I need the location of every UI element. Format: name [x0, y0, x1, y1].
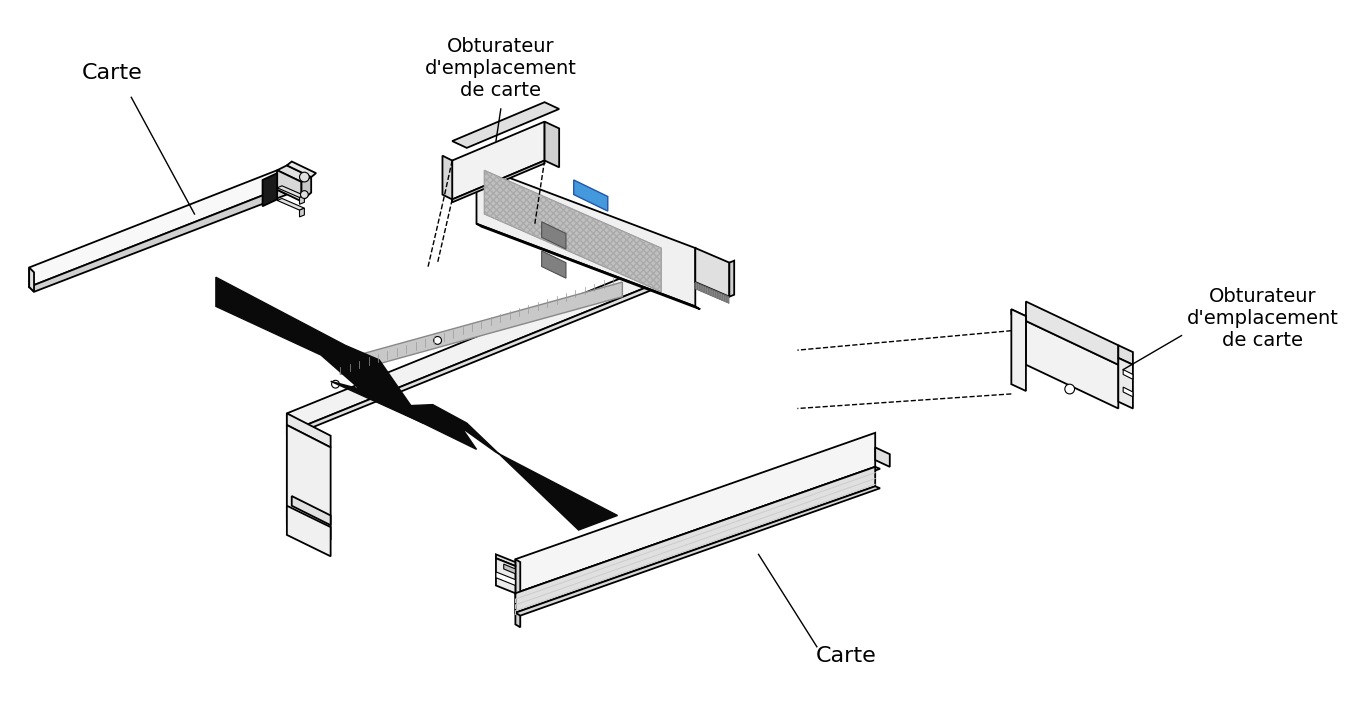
- Polygon shape: [286, 433, 292, 525]
- Polygon shape: [516, 433, 876, 593]
- Polygon shape: [876, 447, 889, 467]
- Polygon shape: [286, 248, 696, 433]
- Polygon shape: [709, 288, 711, 296]
- Polygon shape: [516, 593, 520, 627]
- Polygon shape: [484, 170, 662, 292]
- Polygon shape: [277, 166, 311, 182]
- Polygon shape: [216, 277, 423, 423]
- Polygon shape: [727, 296, 728, 304]
- Polygon shape: [730, 261, 734, 296]
- Polygon shape: [277, 198, 304, 210]
- Circle shape: [434, 336, 442, 344]
- Polygon shape: [1026, 321, 1118, 409]
- Polygon shape: [720, 293, 722, 301]
- Polygon shape: [262, 173, 277, 206]
- Circle shape: [300, 191, 308, 198]
- Polygon shape: [696, 248, 730, 296]
- Polygon shape: [286, 413, 292, 436]
- Polygon shape: [700, 284, 702, 292]
- Polygon shape: [29, 190, 286, 292]
- Circle shape: [331, 380, 340, 388]
- Polygon shape: [496, 555, 516, 566]
- Polygon shape: [453, 102, 559, 148]
- Polygon shape: [696, 282, 697, 290]
- Polygon shape: [286, 267, 700, 436]
- Polygon shape: [286, 506, 330, 556]
- Polygon shape: [1118, 346, 1133, 365]
- Polygon shape: [716, 291, 717, 299]
- Polygon shape: [542, 251, 566, 278]
- Polygon shape: [453, 161, 544, 203]
- Circle shape: [300, 172, 310, 182]
- Polygon shape: [574, 180, 608, 211]
- Polygon shape: [717, 292, 720, 299]
- Polygon shape: [301, 177, 311, 201]
- Polygon shape: [277, 186, 304, 198]
- Polygon shape: [542, 222, 566, 249]
- Polygon shape: [496, 572, 516, 585]
- Polygon shape: [476, 166, 696, 306]
- Polygon shape: [1011, 309, 1026, 321]
- Polygon shape: [277, 170, 301, 201]
- Polygon shape: [697, 283, 700, 291]
- Polygon shape: [286, 425, 330, 540]
- Polygon shape: [702, 285, 704, 293]
- Polygon shape: [704, 286, 707, 294]
- Polygon shape: [286, 161, 316, 177]
- Polygon shape: [1123, 387, 1133, 397]
- Polygon shape: [29, 267, 34, 292]
- Polygon shape: [713, 290, 715, 298]
- Polygon shape: [516, 486, 880, 616]
- Polygon shape: [723, 294, 724, 301]
- Polygon shape: [476, 224, 700, 309]
- Polygon shape: [341, 282, 622, 375]
- Polygon shape: [516, 560, 520, 597]
- Polygon shape: [707, 287, 708, 295]
- Polygon shape: [516, 467, 880, 597]
- Polygon shape: [300, 196, 304, 204]
- Polygon shape: [1118, 358, 1133, 409]
- Text: Carte: Carte: [816, 646, 877, 666]
- Polygon shape: [496, 558, 516, 593]
- Polygon shape: [503, 564, 516, 574]
- Polygon shape: [300, 208, 304, 217]
- Text: Obturateur
d'emplacement
de carte: Obturateur d'emplacement de carte: [424, 37, 577, 100]
- Polygon shape: [1026, 301, 1118, 365]
- Text: Obturateur
d'emplacement
de carte: Obturateur d'emplacement de carte: [1187, 287, 1338, 350]
- Polygon shape: [724, 295, 727, 302]
- Polygon shape: [442, 156, 453, 199]
- Polygon shape: [292, 496, 330, 525]
- Circle shape: [1065, 384, 1075, 394]
- Polygon shape: [544, 122, 559, 167]
- Polygon shape: [516, 467, 876, 613]
- Text: Carte: Carte: [82, 63, 142, 83]
- Polygon shape: [453, 122, 544, 199]
- Polygon shape: [286, 413, 330, 447]
- Polygon shape: [29, 170, 277, 287]
- Polygon shape: [1011, 309, 1026, 391]
- Polygon shape: [389, 405, 618, 530]
- Polygon shape: [711, 289, 713, 296]
- Polygon shape: [1123, 370, 1133, 380]
